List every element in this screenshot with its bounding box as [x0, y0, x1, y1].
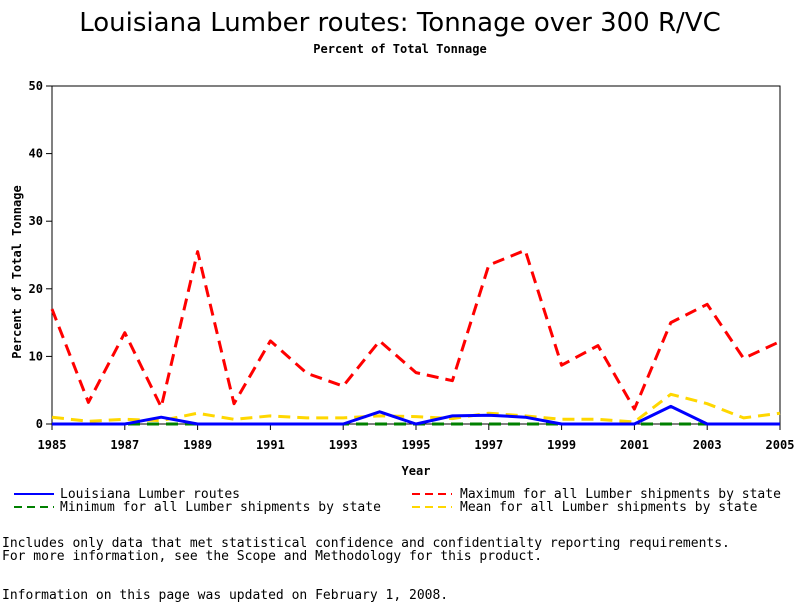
x-tick-label: 1985 — [38, 438, 67, 452]
x-tick-label: 1993 — [329, 438, 358, 452]
legend-label-louisiana-lumber-routes: Louisiana Lumber routes — [60, 487, 240, 502]
y-tick-label: 0 — [36, 417, 43, 431]
legend-label-maximum-for-all-lumber-shipments-by-state: Maximum for all Lumber shipments by stat… — [460, 487, 781, 502]
legend-label-minimum-for-all-lumber-shipments-by-state: Minimum for all Lumber shipments by stat… — [60, 500, 381, 515]
series-line-maximum-for-all-lumber-shipments-by-state — [50, 248, 781, 411]
x-tick-label: 1991 — [256, 438, 285, 452]
series-lines — [50, 248, 781, 426]
x-axis-label: Year — [402, 464, 431, 478]
x-tick-label: 1989 — [183, 438, 212, 452]
x-tick-label: 1999 — [547, 438, 576, 452]
x-tick-label: 1995 — [402, 438, 431, 452]
x-tick-label: 1997 — [474, 438, 503, 452]
legend: Louisiana Lumber routes Maximum for all L… — [14, 487, 781, 515]
y-tick-label: 30 — [29, 214, 43, 228]
series-line-louisiana-lumber-routes — [52, 404, 780, 426]
chart-title: Louisiana Lumber routes: Tonnage over 30… — [79, 8, 721, 38]
x-tick-label: 2005 — [766, 438, 795, 452]
x-tick-label: 2001 — [620, 438, 649, 452]
y-axis-label: Percent of Total Tonnage — [10, 185, 24, 358]
x-tick-label: 2003 — [693, 438, 722, 452]
note-line-1: Includes only data that met statistical … — [2, 536, 730, 551]
x-tick-label: 1987 — [110, 438, 139, 452]
y-tick-label: 40 — [29, 147, 43, 161]
y-axis: 0 10 20 30 40 50 — [29, 79, 52, 431]
chart: Louisiana Lumber routes: Tonnage over 30… — [10, 8, 795, 515]
x-axis: 1985 1987 1989 1991 1993 1995 1997 1999 2001 2003… — [38, 424, 795, 452]
y-tick-label: 10 — [29, 349, 43, 363]
chart-subtitle: Percent of Total Tonnage — [313, 42, 486, 56]
note-line-2: For more information, see the Scope and … — [2, 549, 543, 564]
legend-label-mean-for-all-lumber-shipments-by-state: Mean for all Lumber shipments by state — [460, 500, 758, 515]
update-note: Information on this page was updated on … — [2, 588, 449, 603]
y-tick-label: 50 — [29, 79, 43, 93]
y-tick-label: 20 — [29, 282, 43, 296]
